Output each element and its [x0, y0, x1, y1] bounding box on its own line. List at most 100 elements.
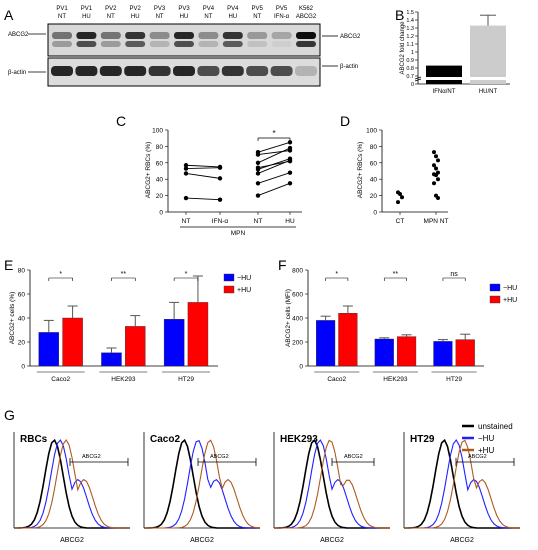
histogram-curve — [144, 438, 260, 529]
panel-letter-f: F — [278, 257, 287, 273]
abcg2-band-lower — [222, 41, 243, 47]
gate-label: ABCG2 — [210, 454, 229, 460]
pair-line — [185, 164, 221, 168]
data-point — [255, 152, 261, 157]
pair-line — [257, 158, 291, 170]
lane-label-bottom: HU — [228, 14, 237, 20]
panel-letter-e: E — [4, 257, 13, 273]
lane-label-bottom: ABCG2 — [296, 14, 317, 20]
abcg2-band-lower — [125, 41, 146, 47]
panel-letter-a: A — [4, 7, 14, 23]
histogram-x-label: ABCG2 — [60, 537, 84, 544]
y-axis-label: ABCG2+ RBCs (%) — [357, 142, 364, 199]
right-label-actin: β-actin — [340, 64, 358, 70]
axis-break — [414, 78, 422, 82]
x-tick-label: MPN NT — [424, 218, 449, 225]
histogram-title: HEK293 — [280, 434, 318, 445]
x-category-label: Caco2 — [327, 376, 346, 383]
data-point — [287, 170, 293, 175]
abcg2-band — [52, 32, 72, 39]
significance-label: ns — [450, 271, 458, 278]
histogram-curve — [14, 438, 130, 529]
bar — [316, 320, 336, 367]
x-category-label: HT29 — [446, 376, 462, 383]
significance-label: * — [185, 271, 188, 278]
legend-label: unstained — [478, 422, 513, 431]
panel-letter-d: D — [340, 113, 350, 129]
x-tick-label: NT — [182, 218, 191, 225]
lane-label-top: PV2 — [130, 6, 142, 12]
x-tick-label: NT — [254, 218, 263, 225]
histogram-title: RBCs — [20, 434, 48, 445]
lane-label-bottom: NT — [156, 14, 164, 20]
data-point — [398, 191, 402, 196]
data-point — [255, 167, 261, 172]
abcg2-band — [247, 32, 268, 39]
blot-abcg2-box — [47, 23, 321, 57]
histogram-curve — [274, 439, 390, 529]
data-point — [436, 158, 440, 163]
gate-label: ABCG2 — [344, 454, 363, 460]
x-category-label: IFNα/NT — [433, 89, 456, 95]
actin-band — [148, 66, 171, 76]
data-point — [217, 197, 223, 202]
panel-g-histograms: RBCs ABCG2 ABCG2 Caco2 ABCG2 ABCG2 HEK293 ABCG2… — [13, 422, 520, 544]
x-tick-label: IFN-α — [212, 218, 229, 225]
lane-label-bottom: IFN-α — [274, 14, 290, 20]
x-tick-label: CT — [396, 218, 405, 225]
actin-band — [197, 66, 220, 76]
legend-swatch — [489, 283, 501, 292]
lane-label-top: PV5 — [276, 6, 288, 12]
actin-band — [99, 66, 122, 76]
actin-bands — [51, 66, 317, 76]
data-point — [183, 166, 189, 171]
histogram-curve — [404, 438, 520, 529]
lane-label-bottom: NT — [204, 14, 212, 20]
histogram-curve — [144, 439, 261, 529]
lane-label-top: PV3 — [178, 6, 190, 12]
abcg2-band — [222, 32, 243, 39]
lane-label-bottom: HU — [180, 14, 189, 20]
abcg2-band-lower — [76, 41, 97, 47]
y-tick-label: 0 — [21, 364, 25, 371]
y-tick-label: 60 — [370, 160, 378, 167]
histogram-x-label: ABCG2 — [190, 537, 214, 544]
significance-label: ** — [393, 271, 399, 278]
panel-letter-b: B — [395, 7, 404, 23]
y-axis-label: ABCG2+ cells (%) — [9, 292, 16, 345]
y-tick-label: 20 — [370, 193, 378, 200]
y-tick-label: 0 — [299, 364, 303, 371]
abcg2-band — [271, 32, 292, 39]
data-point — [432, 163, 436, 168]
histogram-title: HT29 — [410, 434, 435, 445]
abcg2-band — [198, 32, 219, 39]
data-point — [217, 165, 223, 170]
legend-swatch — [223, 273, 235, 282]
y-tick-label: 100 — [152, 128, 163, 135]
actin-band — [246, 66, 269, 76]
y-tick-label: 1 — [411, 50, 414, 56]
lane-label-top: PV2 — [105, 6, 117, 12]
data-point — [434, 173, 438, 178]
bar-break — [470, 77, 506, 80]
actin-band — [270, 66, 293, 76]
y-axis-label: ABCG2+ cells (MFI) — [285, 289, 292, 347]
lane-label-top: PV4 — [203, 6, 215, 12]
histogram-title: Caco2 — [150, 434, 180, 445]
left-label-actin: β-actin — [8, 70, 26, 76]
y-tick-label: 80 — [156, 144, 164, 151]
y-tick-label: 0 — [159, 210, 163, 217]
y-tick-label: 200 — [292, 340, 303, 347]
panel-letter-c: C — [116, 113, 126, 129]
data-point — [287, 181, 293, 186]
lane-label-top: K562 — [299, 6, 314, 12]
y-tick-label: 0.9 — [406, 58, 414, 64]
pair-line — [257, 172, 291, 184]
lane-label-bottom: HU — [82, 14, 91, 20]
y-tick-label: 20 — [18, 340, 26, 347]
pair-line — [257, 141, 291, 153]
y-tick-label: 1.4 — [406, 18, 414, 24]
